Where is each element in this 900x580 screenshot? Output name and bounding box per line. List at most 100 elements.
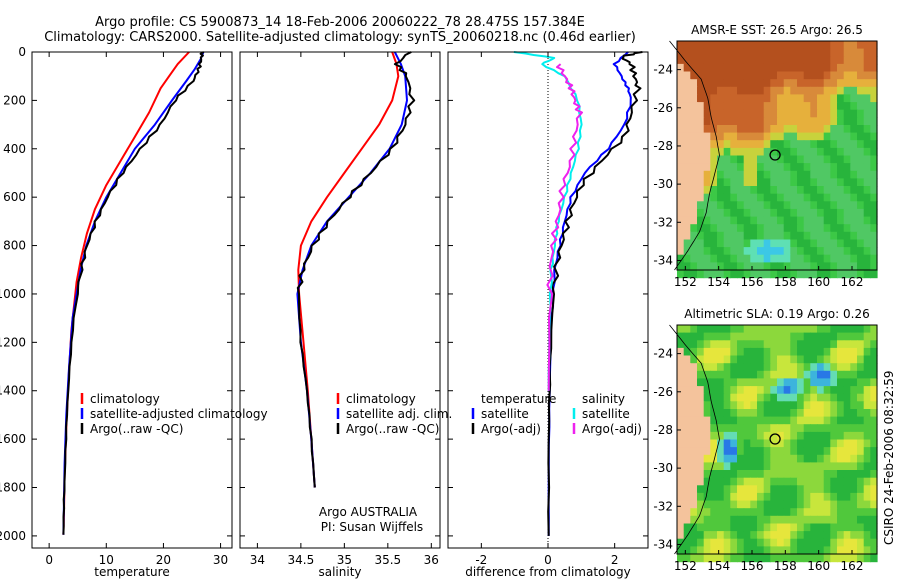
sla-map-cell	[703, 424, 711, 433]
sla-map-cell	[757, 416, 765, 425]
sst-map-cell	[817, 86, 825, 95]
sla-map-cell	[683, 355, 691, 364]
sla-map-cell	[843, 538, 851, 547]
sst-map-cell	[697, 262, 705, 271]
sst-map-cell	[770, 48, 778, 57]
sst-map-cell	[803, 254, 811, 263]
sla-map-cell	[723, 500, 731, 509]
sst-map-cell	[837, 86, 845, 95]
sst-map-cell	[703, 247, 711, 256]
sla-map-cell	[763, 470, 771, 479]
sst-map-cell	[763, 270, 771, 279]
sst-map-cell	[677, 208, 685, 218]
sst-map-cell	[823, 147, 831, 157]
sst-map-cell	[730, 193, 738, 202]
sla-map-cell	[690, 393, 698, 402]
sla-map-cell	[743, 462, 751, 471]
sla-map-cell	[803, 554, 811, 563]
sla-map-cell	[850, 485, 858, 494]
sst-map-cell	[810, 270, 818, 279]
sla-map-cell	[783, 424, 791, 433]
sla-map-cell	[697, 546, 705, 555]
sst-map-cell	[683, 79, 691, 88]
sla-map-cell	[717, 370, 725, 379]
sla-map-cell	[683, 386, 691, 395]
sla-map-cell	[777, 515, 785, 524]
sst-map-cell	[823, 254, 831, 263]
sla-map-cell	[863, 340, 871, 349]
sst-map-cell	[817, 125, 825, 134]
sst-map-cell	[737, 86, 745, 95]
sla-map-cell	[737, 347, 745, 357]
sla-map-cell	[810, 477, 818, 486]
sla-map-cell	[717, 554, 725, 563]
sst-map-cell	[797, 163, 805, 172]
sst-map-cell	[850, 201, 858, 210]
sst-map-cell	[837, 270, 845, 279]
sla-map-cell	[857, 409, 865, 418]
sst-map-cell	[837, 239, 845, 248]
sst-map-cell	[770, 132, 778, 141]
sst-map-cell	[803, 262, 811, 271]
sla-map-cell	[810, 470, 818, 479]
sla-map-cell	[763, 409, 771, 418]
sst-map-cell	[803, 125, 811, 134]
sst-map-cell	[743, 140, 751, 149]
sla-map-cell	[857, 462, 865, 471]
sla-map-cell	[750, 523, 758, 532]
sla-map-cell	[810, 447, 818, 456]
sla-map-cell	[810, 546, 818, 555]
sst-map-cell	[870, 155, 878, 164]
sst-map-cell	[830, 63, 838, 73]
sla-map-cell	[803, 523, 811, 532]
sst-map-cell	[757, 102, 765, 111]
sla-map-cell	[830, 386, 838, 395]
sst-map-cell	[803, 132, 811, 141]
sla-map-cell	[790, 409, 798, 418]
sst-map-cell	[710, 208, 718, 218]
sla-map-cell	[690, 492, 698, 502]
sst-map-cell	[777, 254, 785, 263]
sla-map-cell	[830, 546, 838, 555]
sst-map-cell	[750, 155, 758, 164]
sst-map-cell	[797, 193, 805, 202]
sla-map-cell	[757, 386, 765, 395]
sla-map-cell	[757, 477, 765, 486]
sst-map-cell	[737, 193, 745, 202]
sst-map-cell	[823, 102, 831, 111]
sla-map-cell	[790, 347, 798, 357]
sst-map-cell	[703, 117, 711, 126]
salinity-xtick-label: 35	[337, 553, 352, 567]
sst-map-cell	[790, 193, 798, 202]
sla-map-cell	[717, 409, 725, 418]
sla-map-cell	[737, 355, 745, 364]
sst-map-cell	[857, 224, 865, 233]
sla-map-cell	[677, 370, 685, 379]
sla-map-cell	[750, 462, 758, 471]
sla-map-cell	[770, 424, 778, 433]
header-line-2: Climatology: CARS2000. Satellite-adjuste…	[44, 30, 636, 45]
sst-map-cell	[817, 163, 825, 172]
sla-map-cell	[677, 462, 685, 471]
sst-map-cell	[763, 132, 771, 141]
sla-map-cell	[870, 508, 878, 517]
sst-map-cell	[730, 155, 738, 164]
sst-map-cell	[717, 41, 725, 50]
sla-map-cell	[750, 546, 758, 555]
sst-map-cell	[757, 262, 765, 271]
sst-map-cell	[870, 109, 878, 118]
sla-map-cell	[723, 439, 731, 448]
sla-map-cell	[837, 447, 845, 456]
sla-map-cell	[730, 500, 738, 509]
sla-map-cell	[770, 378, 778, 387]
sst-map-cell	[690, 48, 698, 57]
sst-map-cell	[777, 63, 785, 73]
sst-map-cell	[783, 208, 791, 218]
sst-map-cell	[763, 102, 771, 111]
sst-map-cell	[777, 155, 785, 164]
sst-map-cell	[723, 56, 731, 65]
sst-map-cell	[790, 132, 798, 141]
sla-map-cell	[817, 340, 825, 349]
sst-map-cell	[710, 94, 718, 103]
sla-map-cell	[743, 508, 751, 517]
